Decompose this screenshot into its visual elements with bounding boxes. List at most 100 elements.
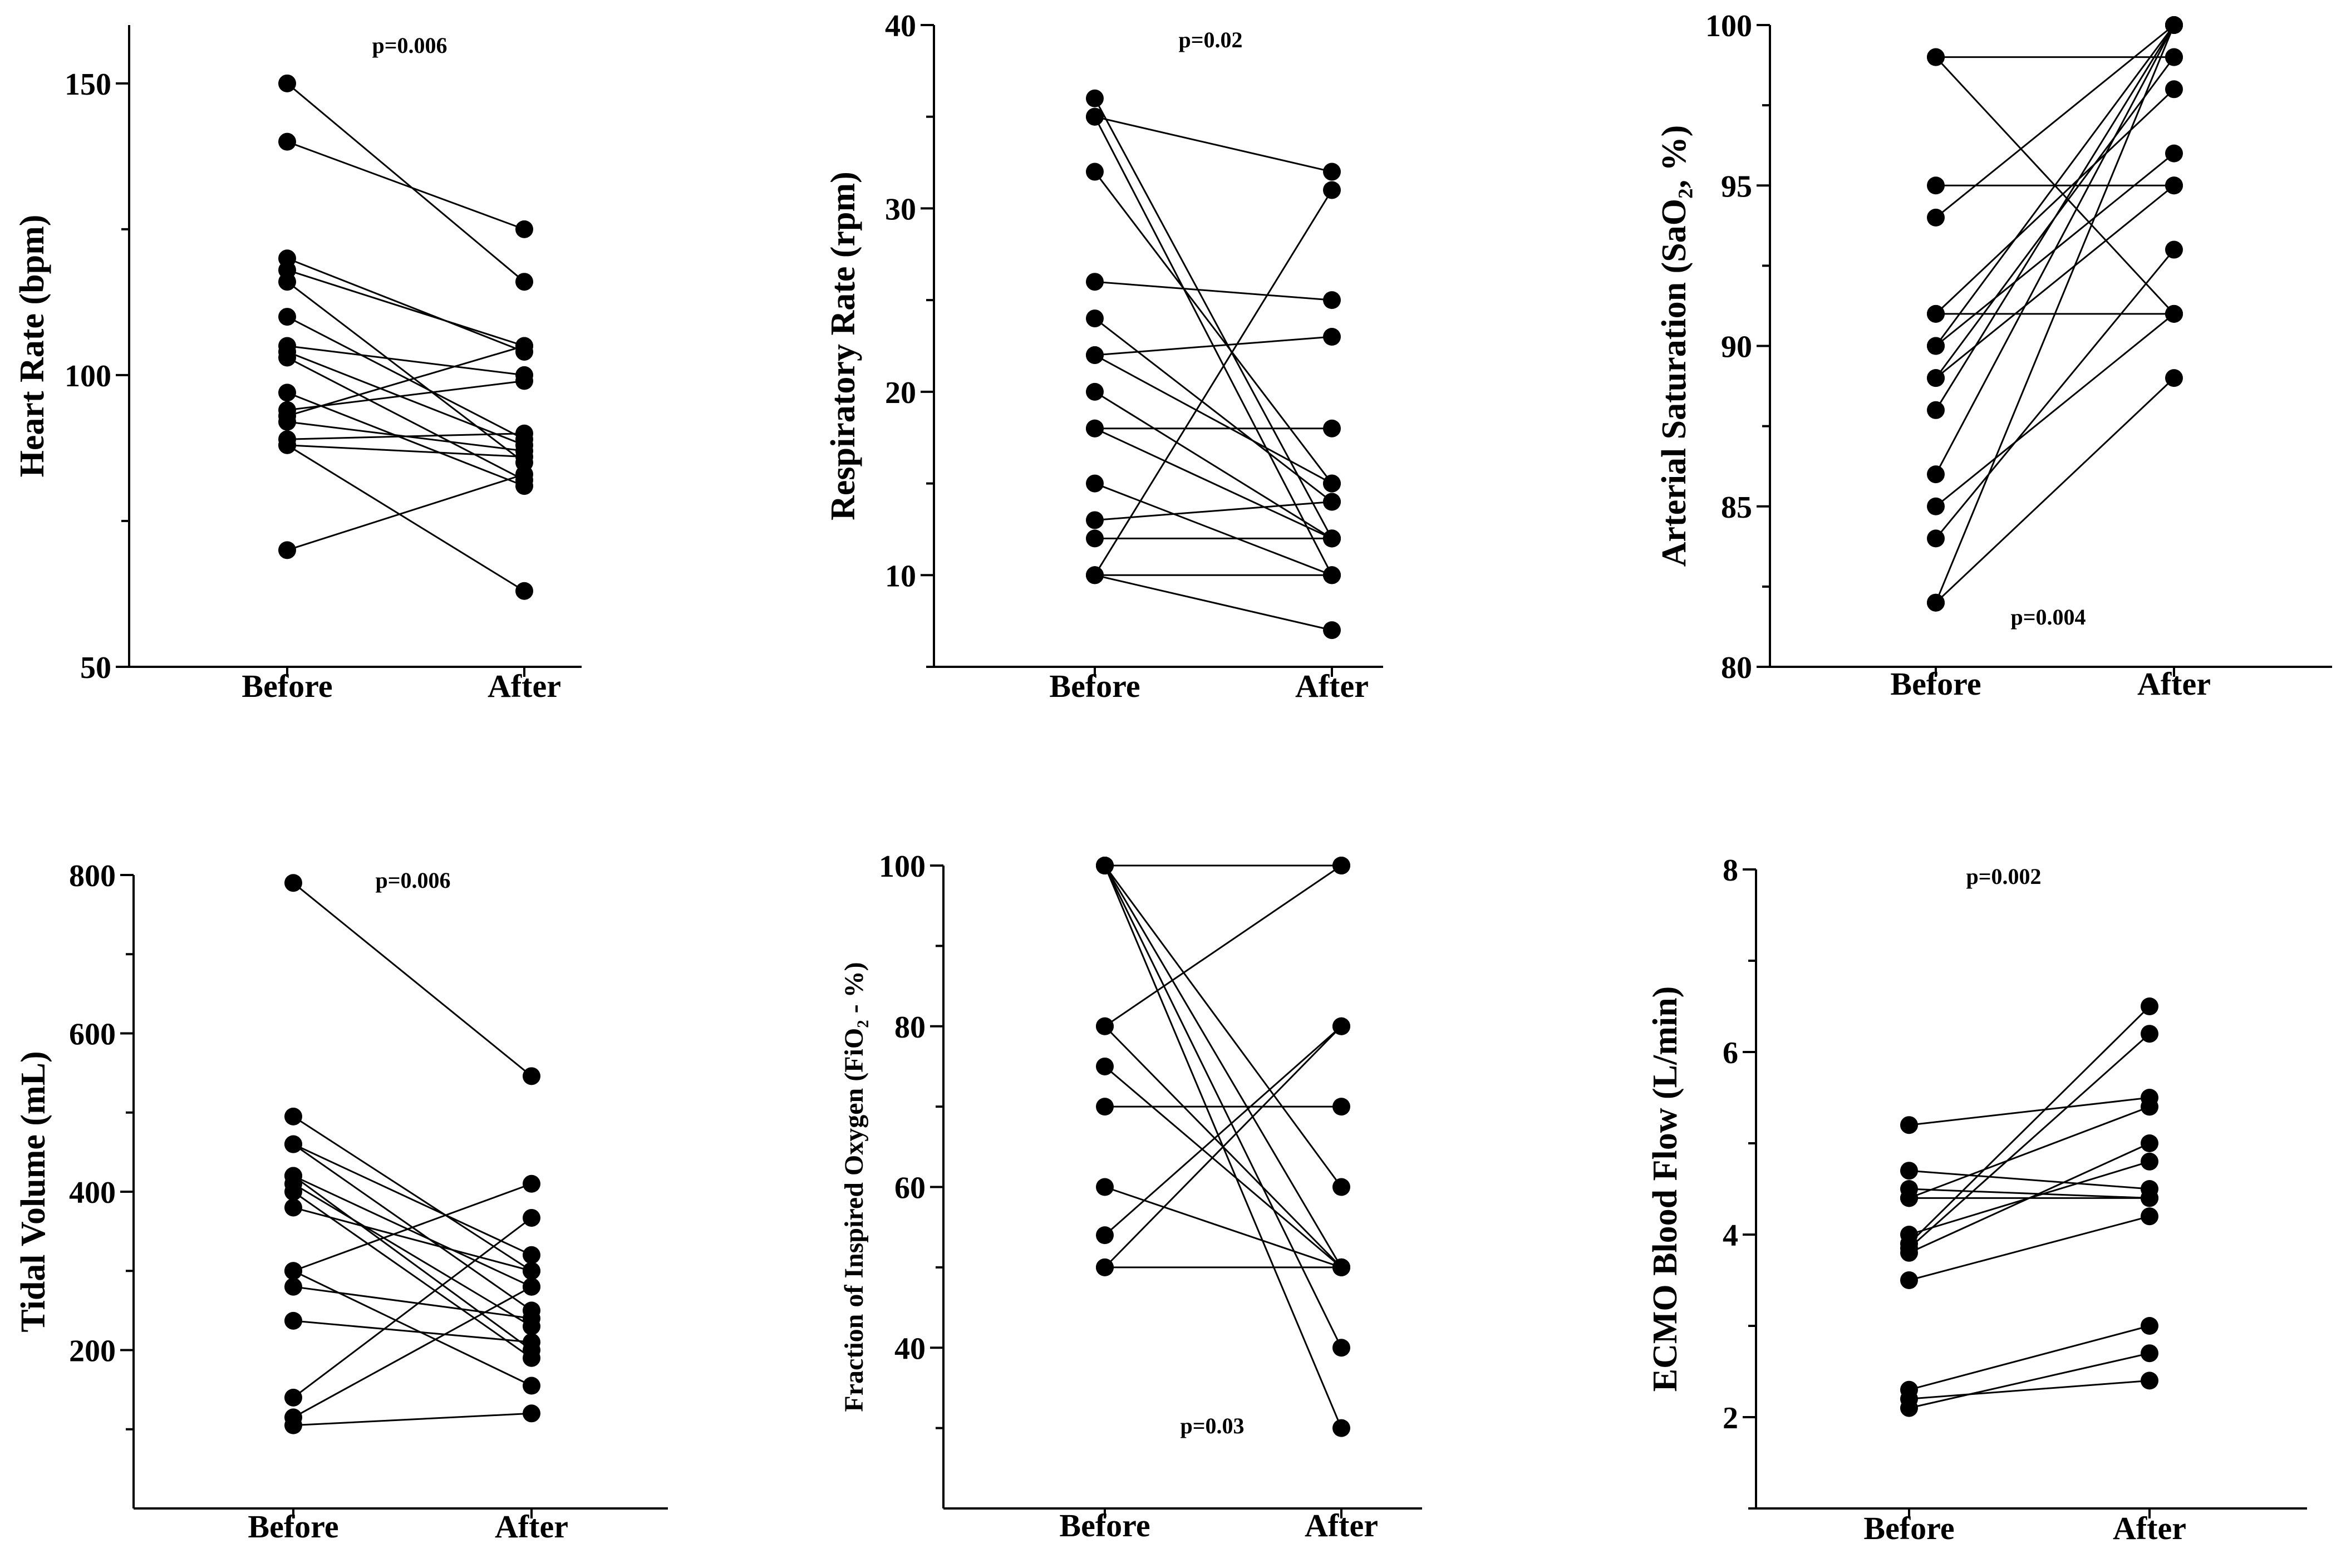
after-point bbox=[2141, 1189, 2158, 1207]
pair-line bbox=[293, 1115, 532, 1272]
p-value-label: p=0.03 bbox=[1180, 1413, 1244, 1438]
pair-line bbox=[1935, 313, 2175, 507]
before-point bbox=[1900, 1162, 1918, 1180]
y-tick-label: 100 bbox=[879, 849, 926, 884]
pair-line bbox=[1104, 1186, 1342, 1269]
pair-line bbox=[287, 444, 525, 458]
pair-line bbox=[293, 1320, 532, 1343]
after-point bbox=[515, 220, 533, 238]
after-point bbox=[523, 1333, 540, 1351]
before-point bbox=[1927, 304, 1945, 323]
p-value-label: p=0.006 bbox=[375, 868, 450, 893]
after-point bbox=[1332, 1419, 1350, 1437]
panel-6: 2 4 6 8 Before After ECMO Blood Flow (L/min) p=… bbox=[1646, 853, 2307, 1546]
after-point bbox=[2165, 144, 2183, 163]
y-tick-label: 600 bbox=[69, 1018, 116, 1052]
before-point bbox=[1927, 465, 1945, 484]
pair-line bbox=[287, 391, 525, 487]
after-point bbox=[515, 337, 533, 355]
before-point bbox=[1900, 1399, 1918, 1417]
pair-line bbox=[1935, 24, 2175, 411]
before-point bbox=[1900, 1243, 1918, 1262]
before-point bbox=[1086, 511, 1104, 529]
pair-line bbox=[287, 269, 525, 347]
pair-line bbox=[293, 1143, 532, 1256]
after-point bbox=[2141, 1134, 2158, 1152]
pair-line bbox=[1909, 1105, 2150, 1199]
pair-line bbox=[293, 1286, 532, 1320]
after-point bbox=[2165, 176, 2183, 195]
before-point bbox=[284, 1262, 302, 1280]
after-point bbox=[2141, 997, 2158, 1015]
before-point bbox=[1927, 369, 1945, 387]
pair-line bbox=[293, 1207, 532, 1272]
pair-line bbox=[1909, 1097, 2150, 1126]
pair-line bbox=[1935, 377, 2175, 603]
pair-line bbox=[1094, 98, 1333, 539]
pair-line bbox=[293, 1175, 532, 1288]
after-point bbox=[1323, 529, 1341, 548]
pair-line bbox=[287, 357, 525, 481]
pair-line bbox=[1935, 24, 2175, 603]
after-point bbox=[1332, 1017, 1350, 1035]
y-axis-label: Heart Rate (bpm) bbox=[13, 215, 51, 478]
before-point bbox=[284, 1198, 302, 1217]
before-point bbox=[1096, 1098, 1114, 1116]
pair-line bbox=[287, 257, 525, 353]
pair-line bbox=[1935, 24, 2175, 219]
pair-line bbox=[1104, 1065, 1342, 1269]
p-value-label: p=0.006 bbox=[372, 33, 447, 58]
pair-line bbox=[1094, 501, 1332, 521]
pair-line bbox=[293, 882, 532, 1077]
before-point bbox=[278, 384, 296, 402]
pair-line bbox=[287, 380, 525, 411]
after-point bbox=[523, 1309, 540, 1328]
pair-line bbox=[1935, 89, 2175, 314]
y-tick-label: 2 bbox=[1723, 1401, 1738, 1436]
after-point bbox=[1323, 474, 1341, 493]
after-point bbox=[1332, 1178, 1350, 1196]
after-point bbox=[515, 448, 533, 466]
before-point bbox=[1927, 529, 1945, 548]
pair-line bbox=[1094, 317, 1332, 503]
pair-line bbox=[287, 141, 525, 230]
pair-line bbox=[1104, 1025, 1342, 1268]
before-point bbox=[284, 1388, 302, 1407]
pair-line bbox=[293, 1191, 532, 1359]
after-point bbox=[515, 372, 533, 390]
pair-line bbox=[1909, 1169, 2150, 1190]
before-point bbox=[1086, 89, 1104, 107]
after-point bbox=[523, 1404, 540, 1423]
x-category-label: Before bbox=[242, 668, 332, 704]
pair-line bbox=[293, 1183, 532, 1272]
before-point bbox=[1096, 1057, 1114, 1075]
after-point bbox=[2165, 16, 2183, 34]
after-point bbox=[2165, 304, 2183, 323]
before-point bbox=[284, 1135, 302, 1153]
y-tick-label: 80 bbox=[894, 1010, 926, 1045]
pair-line bbox=[1094, 171, 1333, 484]
after-point bbox=[2141, 1098, 2158, 1116]
p-value-label: p=0.002 bbox=[1966, 864, 2041, 889]
y-tick-label: 80 bbox=[1721, 651, 1752, 685]
before-point bbox=[1096, 1017, 1114, 1035]
pair-line bbox=[1094, 116, 1332, 173]
before-point bbox=[1096, 1178, 1114, 1196]
y-tick-label: 90 bbox=[1721, 330, 1752, 365]
y-tick-label: 50 bbox=[80, 651, 111, 685]
before-point bbox=[1927, 337, 1945, 355]
before-point bbox=[278, 412, 296, 431]
pair-line bbox=[1094, 574, 1332, 631]
after-point bbox=[523, 1277, 540, 1296]
after-point bbox=[2165, 48, 2183, 66]
y-tick-label: 60 bbox=[894, 1171, 926, 1206]
pair-line bbox=[1909, 1352, 2150, 1409]
before-point bbox=[1086, 566, 1104, 584]
x-category-label: Before bbox=[1863, 1510, 1954, 1546]
y-tick-label: 100 bbox=[65, 359, 111, 394]
after-point bbox=[2141, 1372, 2158, 1390]
before-point bbox=[278, 273, 296, 291]
after-point bbox=[523, 1208, 540, 1227]
before-point bbox=[1086, 474, 1104, 493]
pair-line bbox=[1909, 1215, 2150, 1281]
